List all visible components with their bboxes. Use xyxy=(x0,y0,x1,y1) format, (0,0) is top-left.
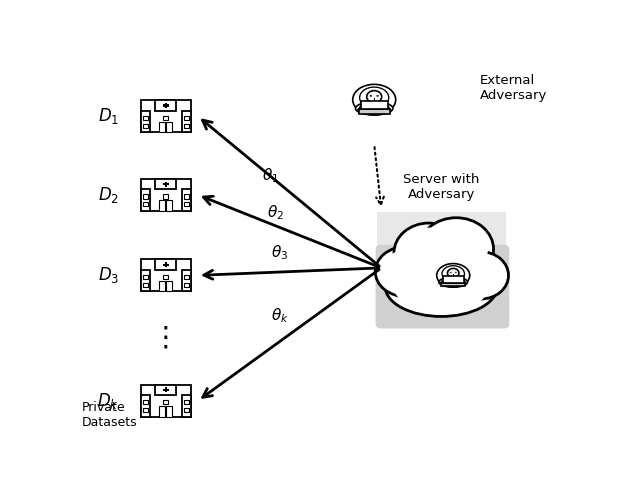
Text: ⋮: ⋮ xyxy=(152,323,180,351)
Bar xyxy=(141,179,191,211)
Bar xyxy=(163,124,169,128)
Bar xyxy=(184,283,189,287)
Bar xyxy=(164,103,167,108)
FancyBboxPatch shape xyxy=(376,212,506,324)
Bar xyxy=(164,387,167,393)
Bar xyxy=(155,385,177,395)
Bar xyxy=(159,122,166,132)
Bar xyxy=(155,179,177,189)
Bar xyxy=(184,400,189,404)
Bar xyxy=(182,111,191,132)
Bar xyxy=(184,124,189,128)
Text: External
Adversary: External Adversary xyxy=(480,74,547,102)
Ellipse shape xyxy=(458,255,504,295)
Ellipse shape xyxy=(419,218,494,280)
Bar xyxy=(143,202,148,207)
Bar xyxy=(159,280,166,291)
Ellipse shape xyxy=(455,272,457,273)
Bar xyxy=(166,406,172,417)
Bar xyxy=(163,116,169,120)
Text: $D_{2}$: $D_{2}$ xyxy=(98,185,119,205)
Ellipse shape xyxy=(360,87,389,108)
Bar xyxy=(361,101,387,109)
Ellipse shape xyxy=(380,250,433,293)
Ellipse shape xyxy=(439,277,468,287)
Bar xyxy=(182,270,191,291)
Bar xyxy=(141,189,150,211)
Bar xyxy=(163,194,169,199)
Bar xyxy=(141,270,150,291)
Bar xyxy=(184,408,189,412)
Bar xyxy=(443,277,464,283)
Bar xyxy=(166,122,172,132)
Bar xyxy=(143,124,148,128)
Bar xyxy=(143,275,148,279)
Ellipse shape xyxy=(385,257,497,316)
Ellipse shape xyxy=(450,272,452,273)
Bar xyxy=(155,101,177,111)
Bar xyxy=(159,200,166,211)
Bar xyxy=(163,263,169,265)
Ellipse shape xyxy=(353,85,396,115)
Text: $\theta_{2}$: $\theta_{2}$ xyxy=(267,203,284,222)
FancyArrowPatch shape xyxy=(375,147,384,205)
Bar xyxy=(163,400,169,404)
Ellipse shape xyxy=(442,266,465,282)
Text: Server with
Adversary: Server with Adversary xyxy=(403,173,480,201)
Bar xyxy=(141,111,150,132)
Bar xyxy=(184,202,189,207)
Ellipse shape xyxy=(394,261,489,312)
Text: $D_{3}$: $D_{3}$ xyxy=(98,265,119,285)
Bar xyxy=(141,395,150,417)
Text: $\theta_{3}$: $\theta_{3}$ xyxy=(271,243,289,262)
Bar xyxy=(163,283,169,287)
Bar xyxy=(166,200,172,211)
Bar xyxy=(143,408,148,412)
Text: $\theta_{1}$: $\theta_{1}$ xyxy=(262,166,279,185)
Bar xyxy=(143,283,148,287)
Text: $D_{1}$: $D_{1}$ xyxy=(98,106,119,126)
Ellipse shape xyxy=(375,246,438,297)
Bar xyxy=(141,260,191,291)
Bar xyxy=(155,260,177,270)
Bar xyxy=(141,101,191,132)
Bar xyxy=(163,202,169,207)
Text: $D_{k}$: $D_{k}$ xyxy=(98,391,119,411)
Ellipse shape xyxy=(454,252,509,299)
Bar xyxy=(163,275,169,279)
Ellipse shape xyxy=(447,268,459,278)
Bar xyxy=(184,275,189,279)
Bar xyxy=(159,406,166,417)
Bar xyxy=(164,182,167,187)
FancyBboxPatch shape xyxy=(376,244,509,329)
Bar xyxy=(143,194,148,199)
Bar xyxy=(184,116,189,120)
Bar xyxy=(143,116,148,120)
Bar xyxy=(166,280,172,291)
Bar xyxy=(141,385,191,417)
Ellipse shape xyxy=(437,263,470,287)
Bar xyxy=(182,189,191,211)
Bar xyxy=(163,183,169,185)
Ellipse shape xyxy=(425,223,488,276)
Bar xyxy=(182,395,191,417)
Bar xyxy=(163,408,169,412)
Ellipse shape xyxy=(394,223,464,283)
Text: Private
Datasets: Private Datasets xyxy=(82,401,138,429)
Bar xyxy=(164,262,167,267)
Ellipse shape xyxy=(399,227,459,278)
Bar xyxy=(163,389,169,391)
Bar xyxy=(441,283,465,286)
Bar xyxy=(163,104,169,106)
Bar xyxy=(184,194,189,199)
Text: $\theta_{k}$: $\theta_{k}$ xyxy=(271,306,289,325)
Bar xyxy=(143,400,148,404)
Ellipse shape xyxy=(370,95,372,97)
Ellipse shape xyxy=(376,95,379,97)
Ellipse shape xyxy=(355,102,393,115)
Ellipse shape xyxy=(366,90,382,103)
Bar xyxy=(358,109,390,114)
